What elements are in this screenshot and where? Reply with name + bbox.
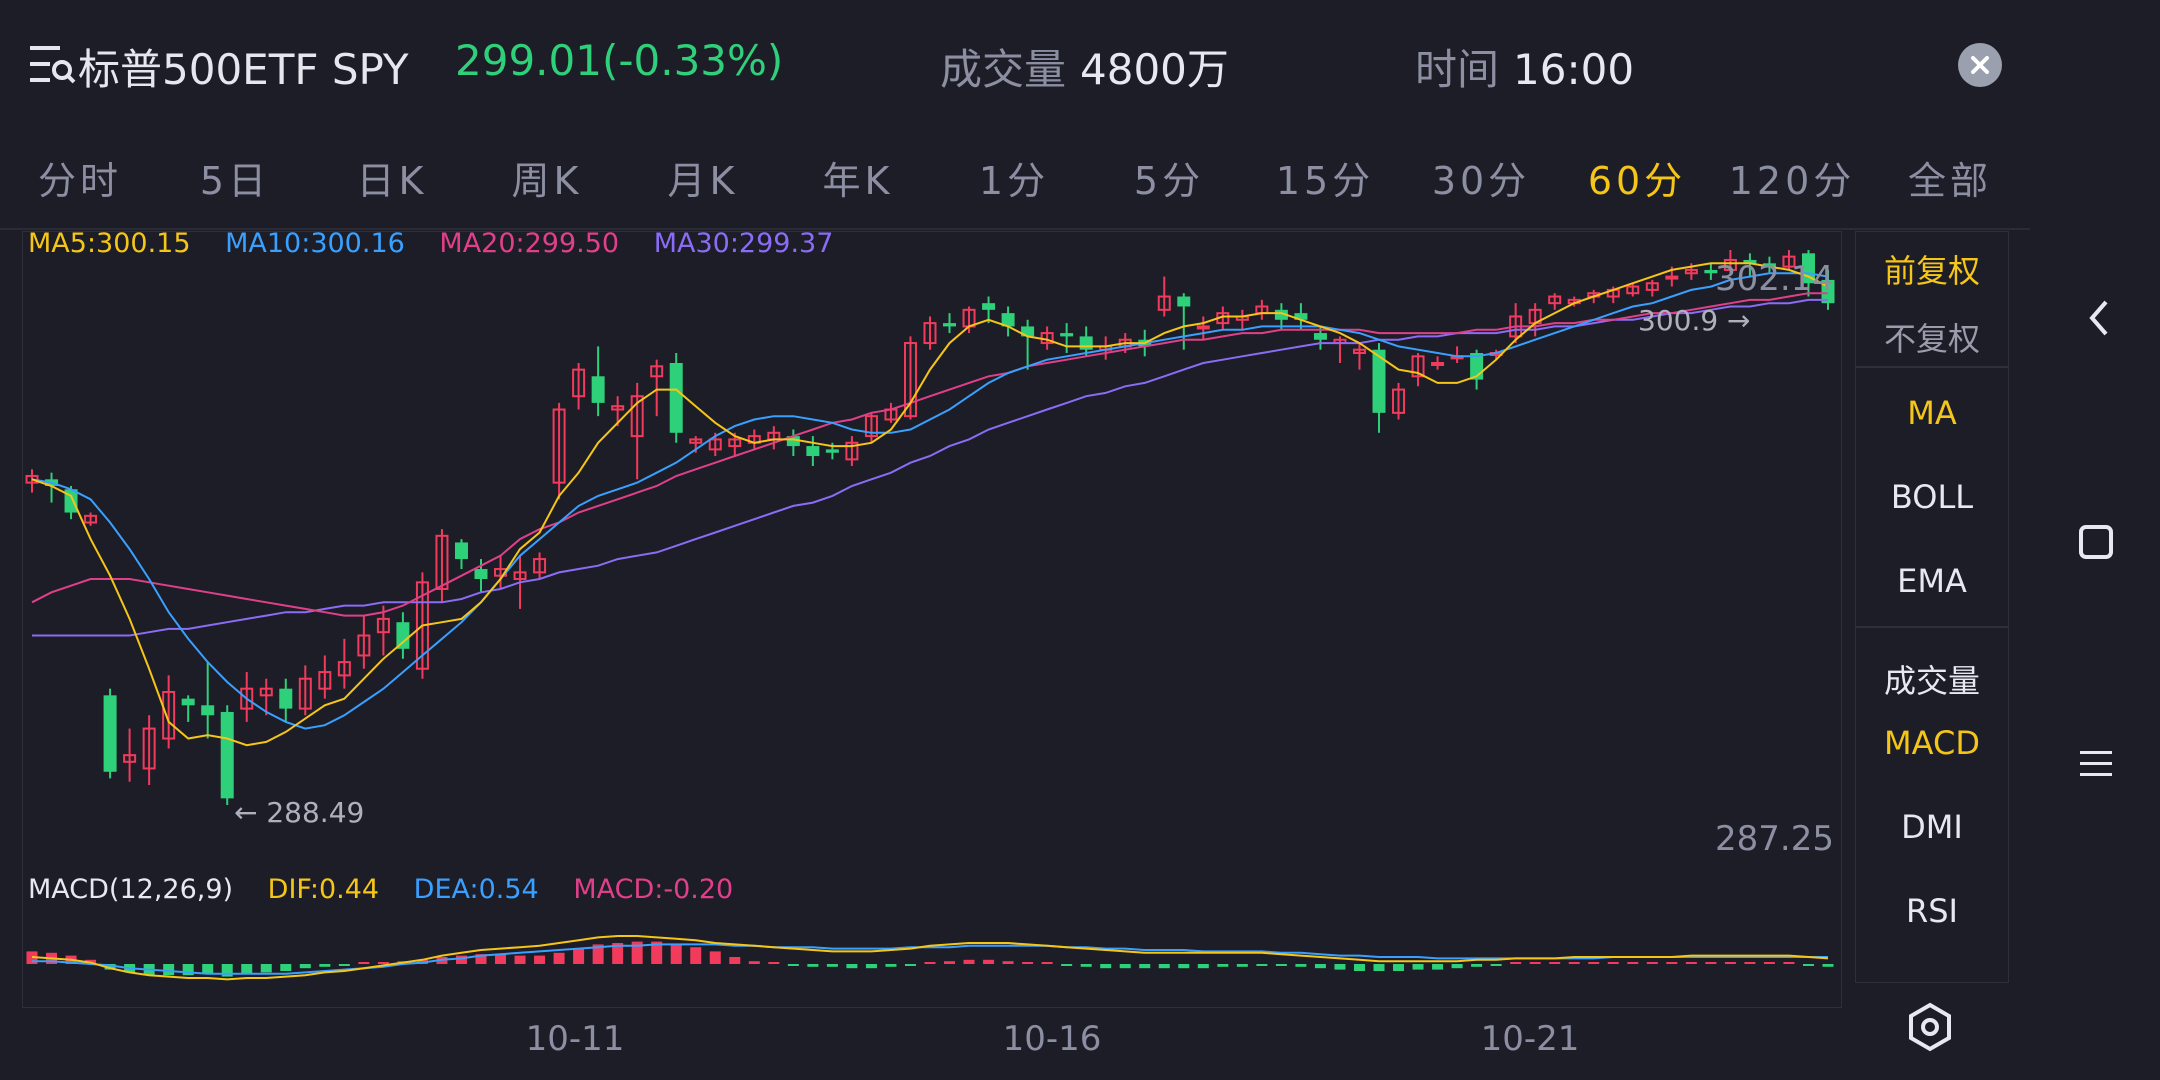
tabs-divider [0,228,2030,230]
time-label: 时间 [1415,45,1500,94]
indicator-rsi[interactable]: RSI [1906,892,1958,930]
indicator-volume[interactable]: 成交量 [1883,662,1980,700]
dea-legend: DEA:0.54 [413,874,539,905]
time-value: 16:00 [1513,45,1635,94]
volume-value: 4800万 [1080,45,1229,94]
indicator-panel: 前复权 不复权 MA BOLL EMA 成交量 MACD DMI RSI [1855,231,2009,983]
tab-15min[interactable]: 15分 [1275,159,1375,203]
tab-weekly-k[interactable]: 周K [511,159,583,203]
close-button[interactable] [1958,43,2002,87]
back-nav-icon[interactable] [2086,298,2114,338]
close-icon [1971,56,1989,74]
tab-daily-k[interactable]: 日K [356,159,428,203]
volume-readout: 成交量 4800万 [940,36,1229,97]
home-nav-icon[interactable] [2078,524,2114,560]
tab-1min[interactable]: 1分 [978,159,1050,203]
panel-divider [1856,366,2008,368]
settings-hexagon-icon[interactable] [1905,1002,1955,1052]
ma-legend: MA5:300.15 MA10:300.16 MA20:299.50 MA30:… [28,228,859,259]
panel-divider [1856,626,2008,628]
indicator-dmi[interactable]: DMI [1901,808,1963,846]
indicator-ma[interactable]: MA [1907,394,1957,432]
indicator-macd[interactable]: MACD [1884,724,1980,762]
macd-hist-legend: MACD:-0.20 [573,874,734,905]
adjust-none-option[interactable]: 不复权 [1883,320,1980,358]
time-readout: 时间 16:00 [1415,36,1634,97]
tab-60min[interactable]: 60分 [1587,159,1687,203]
indicator-boll[interactable]: BOLL [1890,478,1974,516]
tab-30min[interactable]: 30分 [1431,159,1531,203]
tab-120min[interactable]: 120分 [1728,159,1856,203]
x-tick-label: 10-21 [1481,1019,1580,1059]
ma20-legend: MA20:299.50 [439,228,620,259]
tab-5day[interactable]: 5日 [199,159,271,203]
period-tabs: 分时 5日 日K 周K 月K 年K 1分 5分 15分 30分 60分 120分… [0,150,2030,220]
dif-legend: DIF:0.44 [267,874,380,905]
volume-label: 成交量 [940,45,1067,94]
menu-search-icon[interactable] [30,44,76,84]
macd-params: MACD(12,26,9) [28,874,234,905]
adjust-forward-option[interactable]: 前复权 [1883,252,1980,290]
tab-5min[interactable]: 5分 [1133,159,1205,203]
tab-all[interactable]: 全部 [1907,159,1993,203]
tab-yearly-k[interactable]: 年K [822,159,894,203]
chart-area[interactable] [22,231,1842,1008]
macd-legend: MACD(12,26,9) DIF:0.44 DEA:0.54 MACD:-0.… [28,874,759,905]
ma30-legend: MA30:299.37 [653,228,834,259]
indicator-ema[interactable]: EMA [1897,562,1967,600]
stock-price-change: 299.01(-0.33%) [455,36,784,85]
ma10-legend: MA10:300.16 [225,228,405,259]
quote-header: 标普500ETF SPY 299.01(-0.33%) 成交量 4800万 时间 1… [0,0,2030,130]
tab-intraday[interactable]: 分时 [37,159,123,203]
stock-title: 标普500ETF SPY [78,45,409,94]
x-tick-label: 10-11 [526,1019,625,1059]
x-tick-label: 10-16 [1003,1019,1102,1059]
ma5-legend: MA5:300.15 [28,228,191,259]
recents-nav-icon[interactable] [2080,748,2112,780]
tab-monthly-k[interactable]: 月K [667,159,739,203]
